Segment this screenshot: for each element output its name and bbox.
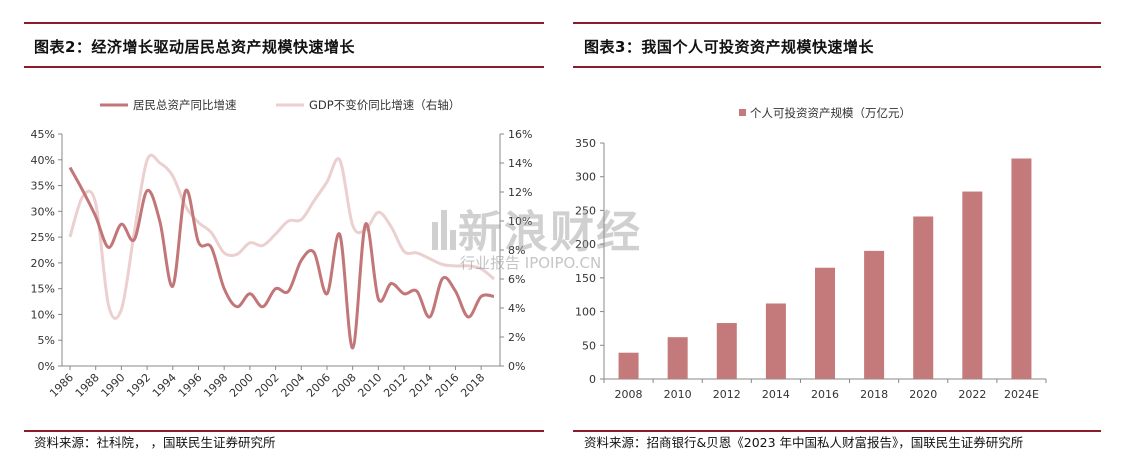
y-tick-label: 0	[589, 373, 596, 386]
x-tick-label: 1988	[73, 371, 102, 400]
series-line-household-assets	[68, 166, 495, 350]
x-tick-label: 1986	[47, 371, 76, 400]
right-chart-panel: 图表3：我国个人可投资资产规模快速增长 0 50 100 150 200 250 300 35…	[566, 0, 1121, 469]
bar-2010	[667, 337, 688, 379]
left-source-note: 资料来源：社科院， ，国联民生证券研究所	[34, 435, 276, 450]
source-rule	[573, 430, 1101, 432]
x-tick-label: 2012	[713, 388, 741, 401]
x-tick-label: 2024E	[1004, 388, 1039, 401]
y-right-tick-label: 0%	[508, 360, 525, 373]
x-tick-label: 2012	[381, 371, 410, 400]
x-tick-label: 2016	[811, 388, 839, 401]
legend-label-investable-assets: 个人可投资资产规模（万亿元）	[750, 106, 911, 120]
source-rule	[24, 430, 544, 432]
x-tick-label: 1992	[124, 371, 153, 400]
x-tick-label: 2006	[304, 371, 333, 400]
x-tick-label: 2014	[762, 388, 790, 401]
title-top-rule	[573, 22, 1101, 24]
x-tick-label: 2014	[407, 371, 436, 400]
bar-2008	[618, 352, 639, 379]
x-tick-label: 2004	[278, 371, 307, 400]
x-tick-label: 1996	[176, 371, 205, 400]
y-left-tick-label: 0%	[38, 360, 55, 373]
y-tick-label: 150	[575, 272, 596, 285]
title-top-rule	[24, 22, 544, 24]
left-chart-title: 图表2：经济增长驱动居民总资产规模快速增长	[34, 38, 355, 56]
series-line-gdp	[68, 153, 495, 320]
y-right-tick-label: 10%	[508, 215, 532, 228]
title-bottom-rule	[24, 66, 544, 68]
y-right-tick-label: 12%	[508, 186, 532, 199]
x-tick-label: 2016	[433, 371, 462, 400]
x-tick-label: 2018	[458, 371, 487, 400]
y-left-tick-label: 15%	[31, 283, 55, 296]
legend-label-gdp: GDP不变价同比增速（右轴）	[309, 98, 460, 112]
y-tick-label: 350	[575, 137, 596, 150]
y-right-tick-label: 8%	[508, 244, 525, 257]
y-left-tick-label: 40%	[31, 154, 55, 167]
x-tick-label: 2002	[253, 371, 282, 400]
bar-2012	[716, 323, 737, 379]
y-left-tick-label: 10%	[31, 308, 55, 321]
y-right-tick-label: 16%	[508, 128, 532, 141]
bar-chart: 0 50 100 150 200 250 300 350 2008 2010 2012 2014 201…	[575, 106, 1047, 401]
y-left-tick-label: 25%	[31, 231, 55, 244]
x-tick-label: 2000	[227, 371, 256, 400]
y-right-tick-label: 2%	[508, 331, 525, 344]
legend-label-household-assets: 居民总资产同比增速	[133, 98, 237, 112]
left-chart-panel: 图表2：经济增长驱动居民总资产规模快速增长 0% 5% 10% 15% 20% 25% 30…	[0, 0, 556, 469]
x-tick-label: 2008	[615, 388, 643, 401]
bar-2016	[815, 267, 835, 379]
y-tick-label: 50	[582, 339, 596, 352]
y-right-tick-label: 14%	[508, 157, 532, 170]
x-tick-label: 2020	[909, 388, 937, 401]
x-tick-label: 1994	[150, 371, 179, 400]
y-right-tick-label: 4%	[508, 302, 525, 315]
y-tick-label: 200	[575, 238, 596, 251]
y-left-tick-label: 30%	[31, 205, 55, 218]
y-left-tick-label: 5%	[38, 334, 55, 347]
y-left-tick-label: 45%	[31, 128, 55, 141]
y-right-tick-label: 6%	[508, 273, 525, 286]
y-left-tick-label: 35%	[31, 180, 55, 193]
right-source-note: 资料来源：招商银行&贝恩《2023 年中国私人财富报告》，国联民生证券研究所	[584, 435, 1024, 450]
x-tick-label: 2018	[860, 388, 888, 401]
x-tick-label: 2010	[664, 388, 692, 401]
bar-2024E	[1011, 158, 1032, 379]
line-chart: 0% 5% 10% 15% 20% 25% 30% 35% 40% 45% 0% 2% 4% 6% 8% 10…	[31, 98, 533, 400]
bar-2014	[765, 303, 786, 379]
y-tick-label: 100	[575, 306, 596, 319]
y-left-tick-label: 20%	[31, 257, 55, 270]
x-tick-label: 1998	[201, 371, 230, 400]
right-chart-title: 图表3：我国个人可投资资产规模快速增长	[584, 38, 874, 56]
bar-2020	[913, 216, 934, 379]
title-bottom-rule	[573, 66, 1101, 68]
y-tick-label: 300	[575, 171, 596, 184]
x-tick-label: 2022	[958, 388, 986, 401]
bar-2018	[864, 250, 885, 379]
x-tick-label: 2010	[355, 371, 384, 400]
legend-swatch-investable-assets	[739, 109, 746, 116]
x-tick-label: 1990	[99, 371, 128, 400]
y-tick-label: 250	[575, 204, 596, 217]
x-tick-label: 2008	[330, 371, 359, 400]
bar-2022	[962, 191, 983, 379]
